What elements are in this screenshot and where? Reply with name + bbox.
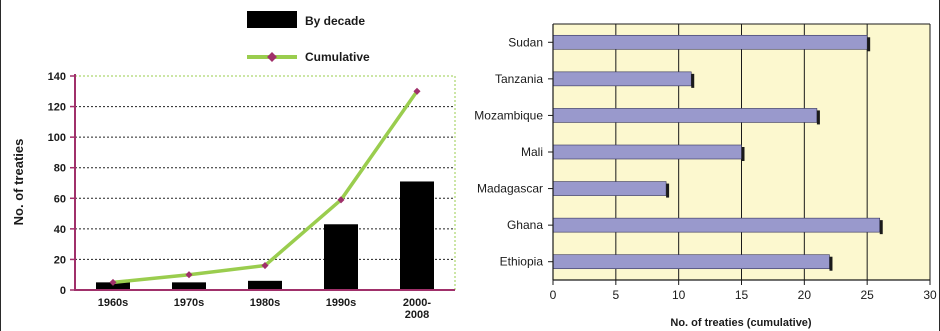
cumulative-marker <box>261 262 269 270</box>
right-country-label: Mozambique <box>474 108 543 122</box>
country-treaties-chart: Sudan Tanzania Mozambique Mali Madagascar Gha… <box>474 23 937 329</box>
left-axes <box>70 74 455 291</box>
country-bar-shadow <box>867 37 871 52</box>
cumulative-marker <box>185 271 193 279</box>
bar-by-decade <box>248 280 282 290</box>
left-y-tick-label: 100 <box>48 132 66 144</box>
left-y-tick-label: 60 <box>54 193 66 205</box>
left-gridlines <box>75 75 456 290</box>
left-y-tick-label: 40 <box>54 224 66 236</box>
legend-label-by-decade: By decade <box>305 14 365 28</box>
legend-label-cumulative: Cumulative <box>305 50 370 64</box>
right-country-labels: Sudan Tanzania Mozambique Mali Madagascar Gha… <box>474 35 543 268</box>
country-bar-shadow <box>691 73 695 88</box>
cumulative-marker <box>337 196 345 204</box>
left-x-tick-label: 1990s <box>326 297 357 309</box>
left-y-tick-label: 80 <box>54 163 66 175</box>
country-bar-shadow <box>666 183 670 198</box>
country-bar <box>552 34 868 50</box>
left-bars <box>96 181 434 290</box>
bar-by-decade <box>172 282 206 290</box>
bar-by-decade <box>324 224 358 290</box>
left-y-tick-label: 0 <box>60 285 66 297</box>
bar-by-decade <box>96 282 130 290</box>
country-bar-shadow <box>829 256 833 271</box>
right-x-tick-label: 15 <box>735 288 749 302</box>
left-x-tick-labels: 1960s 1970s 1980s 1990s 2000-2008 <box>98 297 432 321</box>
right-country-label: Ghana <box>507 218 543 232</box>
right-axes <box>548 24 931 285</box>
country-bar-shadow <box>741 147 745 161</box>
cumulative-marker <box>413 87 421 95</box>
right-x-tick-label: 5 <box>612 288 619 302</box>
country-bar <box>552 108 818 123</box>
right-x-tick-label: 25 <box>860 288 874 302</box>
right-x-axis-label: No. of treaties (cumulative) <box>670 317 812 329</box>
decade-treaties-chart: By decade Cumulative 020406080100120140 … <box>11 11 456 321</box>
right-country-label: Tanzania <box>495 72 543 86</box>
country-bar <box>552 254 830 270</box>
left-y-axis-label: No. of treaties <box>11 139 26 226</box>
right-country-label: Mali <box>521 145 543 159</box>
left-x-tick-label: 2000- <box>403 297 431 309</box>
right-x-tick-label: 30 <box>923 288 937 302</box>
country-bar-shadow <box>816 110 820 125</box>
right-x-tick-labels: 0 5 10 15 20 25 30 <box>550 288 937 302</box>
left-x-tick-label: 1970s <box>174 297 205 309</box>
country-bar-shadow <box>879 220 883 235</box>
right-country-label: Madagascar <box>477 182 543 196</box>
left-x-tick-label: 1980s <box>250 297 281 309</box>
legend-swatch-by-decade <box>247 11 297 28</box>
left-y-tick-label: 20 <box>54 254 66 266</box>
left-legend: By decade Cumulative <box>247 11 370 64</box>
legend-swatch-cumulative-marker <box>267 52 277 62</box>
country-bar <box>552 217 881 233</box>
country-bar <box>552 71 692 87</box>
left-y-tick-label: 120 <box>48 102 66 114</box>
cumulative-line <box>112 90 419 285</box>
right-country-label: Sudan <box>508 35 543 49</box>
left-y-tick-label: 140 <box>48 71 66 83</box>
right-country-label: Ethiopia <box>500 255 544 269</box>
country-bar <box>552 144 742 160</box>
right-x-tick-label: 10 <box>672 288 686 302</box>
right-bars <box>552 34 883 271</box>
bar-by-decade <box>400 181 434 290</box>
left-y-tick-labels: 0 20 40 60 80 100 120 140 <box>48 71 66 297</box>
country-bar <box>552 181 667 196</box>
left-x-tick-label: 1960s <box>98 297 129 309</box>
cumulative-marker <box>109 278 117 286</box>
cumulative-line-series <box>109 87 421 286</box>
right-x-tick-label: 20 <box>798 288 812 302</box>
right-x-tick-label: 0 <box>550 288 557 302</box>
left-x-tick-label: 2008 <box>405 309 429 321</box>
